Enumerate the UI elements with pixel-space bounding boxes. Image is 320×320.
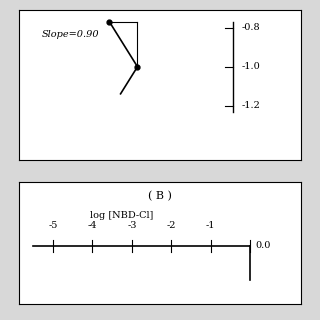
Text: -2: -2	[166, 221, 176, 230]
Text: 0.0: 0.0	[256, 241, 271, 250]
Text: -5: -5	[48, 221, 58, 230]
Text: ( B ): ( B )	[148, 191, 172, 201]
Text: -1.0: -1.0	[242, 62, 260, 71]
Text: -4: -4	[88, 221, 97, 230]
Text: -1.2: -1.2	[242, 101, 260, 110]
Text: -0.8: -0.8	[242, 23, 260, 32]
Text: Slope=0.90: Slope=0.90	[42, 30, 99, 39]
Text: -3: -3	[127, 221, 137, 230]
Text: -1: -1	[206, 221, 215, 230]
Text: log [NBD-Cl]: log [NBD-Cl]	[90, 211, 153, 220]
